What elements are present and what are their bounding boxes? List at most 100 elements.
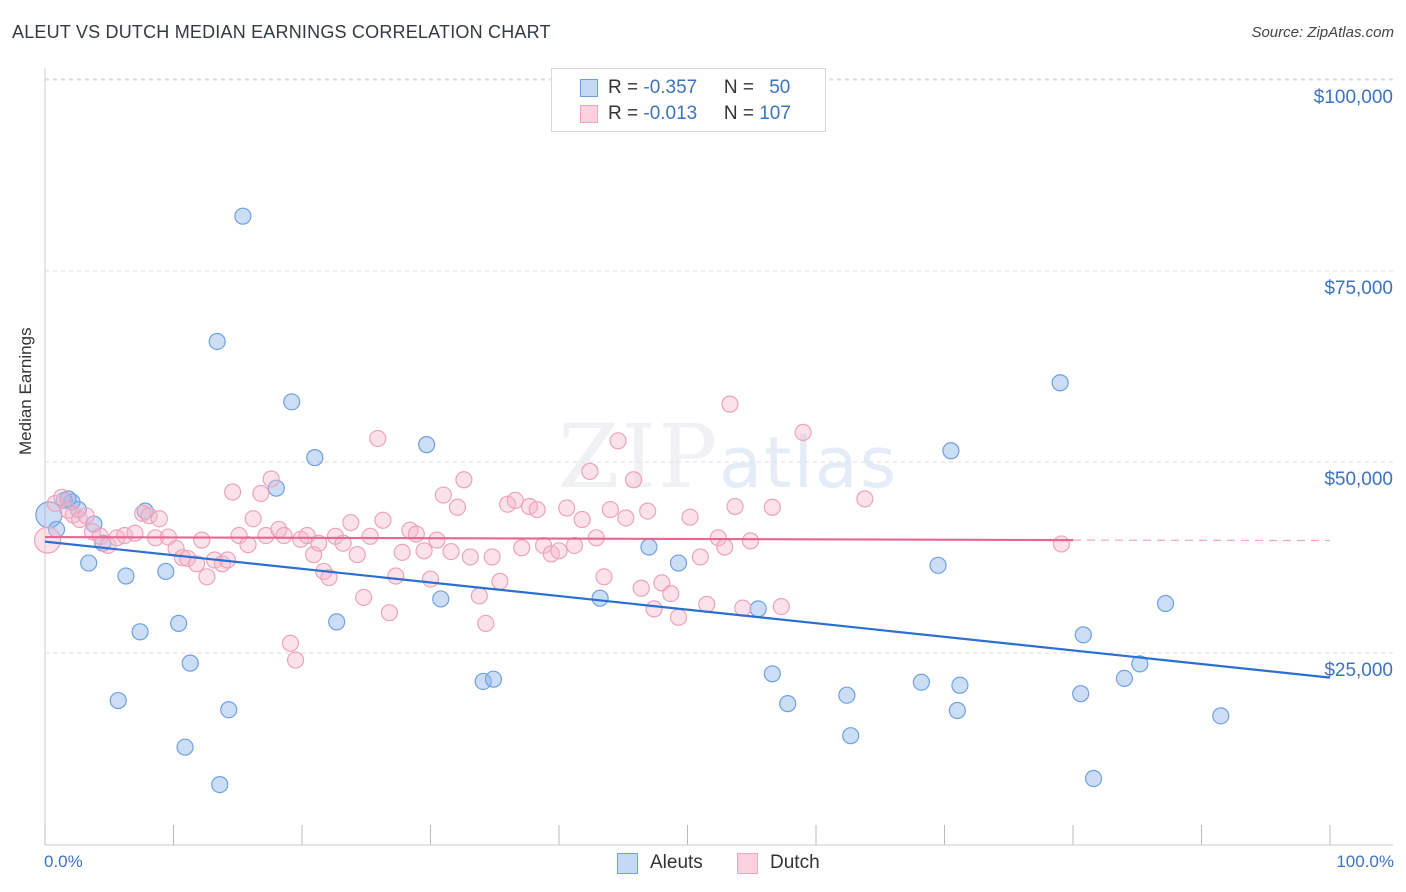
point-dutch (77, 507, 95, 525)
point-aleuts (283, 393, 301, 411)
point-dutch (794, 423, 812, 441)
point-aleuts (1072, 685, 1090, 703)
point-dutch (856, 490, 874, 508)
point-aleuts (474, 672, 492, 691)
point-dutch (262, 470, 280, 488)
point-dutch (645, 600, 663, 618)
point-dutch (374, 511, 392, 529)
point-dutch (565, 536, 584, 555)
point-dutch (361, 527, 379, 545)
point-dutch (116, 526, 134, 545)
point-dutch (617, 509, 635, 527)
legend-swatch-dutch (580, 105, 598, 123)
point-dutch (499, 495, 517, 513)
point-dutch (355, 588, 373, 607)
point-aleuts (176, 738, 194, 756)
r-value-aleuts: -0.357 (643, 77, 698, 98)
point-dutch (334, 534, 352, 552)
y-tick-label: $75,000 (1324, 278, 1393, 299)
point-dutch (188, 555, 206, 573)
series-legend: Aleuts Dutch (0, 851, 1406, 877)
point-dutch (150, 510, 168, 528)
x-tick-label-min: 0.0% (44, 852, 83, 871)
point-aleuts (211, 775, 229, 794)
point-dutch (662, 584, 680, 603)
point-aleuts (328, 613, 346, 631)
trendline-dutch (44, 535, 1074, 542)
legend-stats-aleuts: R = -0.357 N = 50 (608, 77, 790, 99)
watermark: ZIPatlas (558, 405, 898, 508)
point-dutch (1052, 535, 1071, 553)
point-aleuts (640, 538, 658, 556)
n-value-dutch: 107 (759, 103, 791, 124)
point-aleuts (1084, 769, 1103, 788)
point-dutch (448, 498, 467, 516)
point-dutch (716, 538, 734, 556)
point-dutch (639, 502, 657, 520)
point-dutch (609, 432, 627, 450)
point-dutch (126, 524, 144, 542)
point-dutch (275, 526, 293, 545)
legend-stats-dutch: R = -0.013 N = 107 (608, 103, 791, 125)
legend-label-aleuts: Aleuts (650, 852, 703, 873)
legend-swatch-aleuts (617, 853, 638, 874)
point-dutch (224, 483, 242, 501)
point-aleuts (591, 589, 609, 607)
n-label: N = (723, 103, 760, 124)
point-dutch (506, 491, 524, 509)
correlation-legend: R = -0.357 N = 50 R = -0.013 N = 107 (551, 68, 826, 132)
y-tick-label: $25,000 (1324, 660, 1393, 681)
point-dutch (239, 536, 257, 554)
point-dutch (310, 534, 328, 552)
point-dutch (193, 531, 211, 549)
point-dutch (513, 539, 531, 557)
point-dutch (281, 634, 300, 652)
point-dutch (407, 525, 425, 543)
point-dutch (380, 604, 398, 622)
point-dutch (709, 529, 727, 547)
point-aleuts (131, 623, 149, 641)
point-dutch (286, 651, 305, 669)
r-value-dutch: -0.013 (643, 103, 698, 124)
point-dutch (434, 486, 452, 504)
point-dutch (491, 572, 509, 590)
point-dutch (461, 548, 479, 566)
legend-row-aleuts: R = -0.357 N = 50 (552, 75, 825, 101)
x-tick-label-max: 100.0% (1336, 852, 1394, 871)
point-aleuts (929, 556, 947, 574)
point-aleuts (181, 654, 199, 672)
point-dutch (369, 429, 387, 448)
legend-label-dutch: Dutch (770, 852, 820, 873)
point-dutch (595, 568, 613, 586)
point-dutch (698, 595, 716, 613)
point-dutch (741, 532, 760, 550)
point-aleuts (117, 567, 135, 585)
point-dutch (558, 499, 576, 517)
point-dutch (415, 542, 433, 560)
point-aleuts (1131, 655, 1149, 673)
point-dutch (470, 587, 488, 605)
point-aleuts (912, 673, 930, 691)
y-tick-label: $50,000 (1324, 469, 1393, 490)
point-dutch (763, 498, 781, 516)
y-tick-label: $100,000 (1314, 87, 1393, 108)
point-dutch (421, 570, 440, 588)
point-dutch (387, 567, 405, 585)
point-dutch (691, 548, 709, 566)
point-dutch (721, 395, 739, 413)
point-dutch (550, 542, 568, 560)
point-aleuts (838, 686, 856, 704)
y-axis-label: Median Earnings (16, 327, 35, 455)
point-dutch (140, 507, 158, 525)
r-label: R = (608, 103, 644, 124)
point-aleuts (942, 442, 960, 460)
point-dutch (244, 510, 262, 528)
point-aleuts (749, 600, 767, 618)
point-aleuts (432, 590, 450, 608)
watermark-atlas: atlas (719, 422, 899, 504)
point-aleuts (1051, 374, 1069, 392)
point-aleuts (669, 554, 688, 572)
point-dutch (734, 599, 752, 617)
point-dutch (342, 513, 360, 532)
point-aleuts (1212, 707, 1230, 725)
